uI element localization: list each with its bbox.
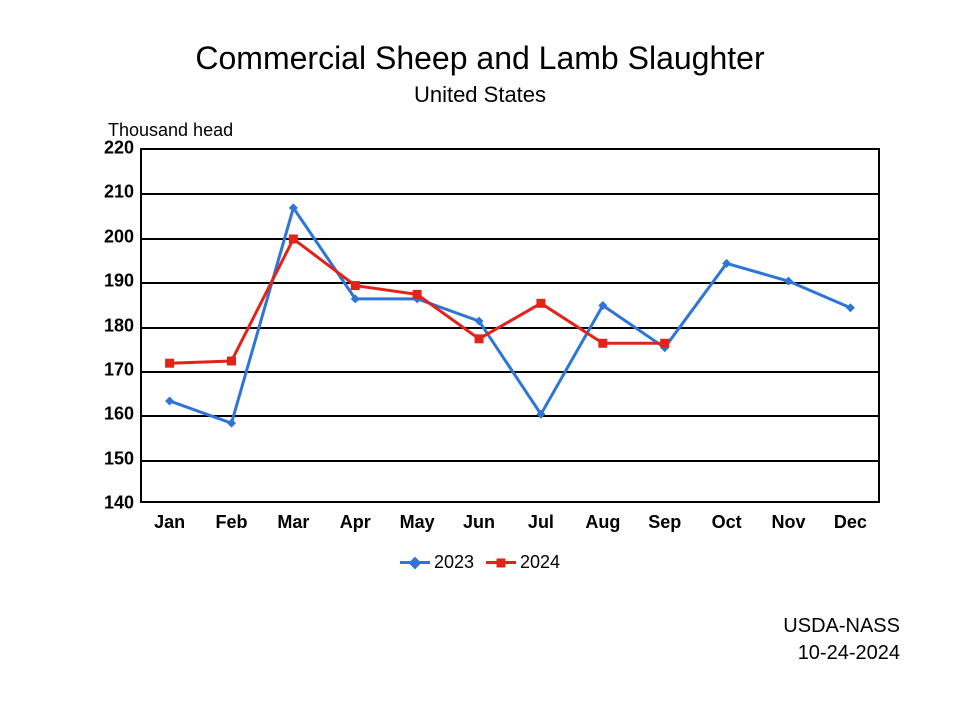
y-tick-label: 140 (84, 493, 134, 514)
footer-date: 10-24-2024 (798, 642, 900, 665)
y-tick-label: 150 (84, 448, 134, 469)
series-marker-2023 (165, 396, 174, 405)
series-marker-2024 (289, 234, 298, 243)
plot-svg (140, 148, 880, 503)
y-tick-label: 170 (84, 359, 134, 380)
y-tick-label: 180 (84, 315, 134, 336)
series-line-2023 (170, 208, 851, 423)
square-icon (497, 558, 506, 567)
x-tick-label: Jan (154, 512, 185, 533)
x-tick-label: Sep (648, 512, 681, 533)
legend-swatch (486, 561, 516, 564)
series-marker-2024 (598, 339, 607, 348)
y-tick-label: 190 (84, 271, 134, 292)
y-tick-label: 160 (84, 404, 134, 425)
series-marker-2024 (351, 281, 360, 290)
x-tick-label: May (400, 512, 435, 533)
y-tick-label: 210 (84, 182, 134, 203)
x-tick-label: Nov (771, 512, 805, 533)
series-marker-2023 (227, 419, 236, 428)
series-marker-2023 (846, 303, 855, 312)
y-tick-label: 220 (84, 138, 134, 159)
series-marker-2023 (784, 277, 793, 286)
x-tick-label: Jun (463, 512, 495, 533)
chart-subtitle: United States (0, 82, 960, 108)
series-marker-2024 (536, 299, 545, 308)
legend-item-2024: 2024 (486, 552, 560, 573)
series-marker-2024 (227, 357, 236, 366)
x-tick-label: Aug (585, 512, 620, 533)
y-tick-label: 200 (84, 226, 134, 247)
series-marker-2024 (165, 359, 174, 368)
x-tick-label: Mar (277, 512, 309, 533)
legend-item-2023: 2023 (400, 552, 474, 573)
legend-label: 2024 (520, 552, 560, 573)
x-tick-label: Feb (215, 512, 247, 533)
footer-source: USDA-NASS (783, 615, 900, 638)
chart-container: Commercial Sheep and Lamb Slaughter Unit… (0, 0, 960, 720)
diamond-icon (409, 556, 422, 569)
x-tick-label: Dec (834, 512, 867, 533)
x-tick-label: Apr (340, 512, 371, 533)
legend: 2023 2024 (0, 548, 960, 573)
legend-label: 2023 (434, 552, 474, 573)
chart-title: Commercial Sheep and Lamb Slaughter (0, 40, 960, 77)
x-tick-label: Jul (528, 512, 554, 533)
series-marker-2024 (660, 339, 669, 348)
series-marker-2024 (475, 334, 484, 343)
legend-swatch (400, 561, 430, 564)
series-marker-2024 (413, 290, 422, 299)
x-tick-label: Oct (712, 512, 742, 533)
